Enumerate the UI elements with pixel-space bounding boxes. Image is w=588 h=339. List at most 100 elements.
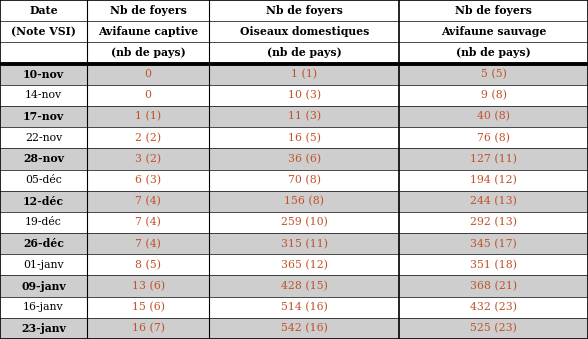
Bar <box>399 106 588 127</box>
Text: 127 (11): 127 (11) <box>470 154 517 164</box>
Bar <box>0 191 87 212</box>
Text: 16-janv: 16-janv <box>23 302 64 312</box>
Text: 194 (12): 194 (12) <box>470 175 517 185</box>
Bar <box>0 106 87 127</box>
Text: Date: Date <box>29 5 58 16</box>
Bar <box>399 64 588 85</box>
Text: 156 (8): 156 (8) <box>284 196 325 206</box>
Text: (nb de pays): (nb de pays) <box>456 47 531 58</box>
Bar <box>399 127 588 148</box>
Bar <box>87 170 209 191</box>
Text: Nb de foyers: Nb de foyers <box>455 5 532 16</box>
Text: 7 (4): 7 (4) <box>135 196 161 206</box>
Bar <box>209 275 399 297</box>
Text: 1 (1): 1 (1) <box>291 69 318 79</box>
Text: Avifaune sauvage: Avifaune sauvage <box>441 26 546 37</box>
Text: 514 (16): 514 (16) <box>281 302 328 312</box>
Text: 10-nov: 10-nov <box>23 69 64 80</box>
Bar <box>0 148 87 170</box>
Bar <box>0 21 87 42</box>
Text: 40 (8): 40 (8) <box>477 112 510 122</box>
Text: 292 (13): 292 (13) <box>470 217 517 227</box>
Text: 8 (5): 8 (5) <box>135 260 161 270</box>
Bar <box>399 191 588 212</box>
Bar <box>87 85 209 106</box>
Text: 432 (23): 432 (23) <box>470 302 517 312</box>
Text: 259 (10): 259 (10) <box>281 217 328 227</box>
Text: 17-nov: 17-nov <box>23 111 64 122</box>
Bar <box>0 0 87 21</box>
Bar <box>0 233 87 254</box>
Bar <box>87 106 209 127</box>
Text: 22-nov: 22-nov <box>25 133 62 143</box>
Text: Nb de foyers: Nb de foyers <box>110 5 186 16</box>
Text: 3 (2): 3 (2) <box>135 154 161 164</box>
Bar <box>399 297 588 318</box>
Bar <box>87 21 209 42</box>
Bar <box>87 233 209 254</box>
Bar <box>399 148 588 170</box>
Bar <box>209 42 399 64</box>
Bar <box>399 21 588 42</box>
Text: 26-déc: 26-déc <box>23 238 64 249</box>
Text: (Note VSI): (Note VSI) <box>11 26 76 37</box>
Text: 6 (3): 6 (3) <box>135 175 161 185</box>
Text: 244 (13): 244 (13) <box>470 196 517 206</box>
Bar <box>209 233 399 254</box>
Bar <box>0 254 87 275</box>
Text: 05-déc: 05-déc <box>25 175 62 185</box>
Bar <box>209 127 399 148</box>
Text: Nb de foyers: Nb de foyers <box>266 5 343 16</box>
Bar <box>209 148 399 170</box>
Bar <box>209 64 399 85</box>
Bar <box>399 170 588 191</box>
Bar <box>87 254 209 275</box>
Bar <box>0 64 87 85</box>
Bar <box>209 0 399 21</box>
Bar <box>209 85 399 106</box>
Text: 315 (11): 315 (11) <box>281 239 328 249</box>
Bar <box>209 106 399 127</box>
Text: Oiseaux domestiques: Oiseaux domestiques <box>239 26 369 37</box>
Bar <box>399 318 588 339</box>
Text: Avifaune captive: Avifaune captive <box>98 26 198 37</box>
Bar <box>209 318 399 339</box>
Bar <box>399 275 588 297</box>
Bar <box>87 191 209 212</box>
Bar <box>87 127 209 148</box>
Bar <box>87 212 209 233</box>
Text: (nb de pays): (nb de pays) <box>111 47 186 58</box>
Text: 12-déc: 12-déc <box>23 196 64 207</box>
Text: 0: 0 <box>145 91 152 100</box>
Text: 01-janv: 01-janv <box>23 260 64 270</box>
Bar <box>209 21 399 42</box>
Bar <box>209 170 399 191</box>
Text: 15 (6): 15 (6) <box>132 302 165 312</box>
Text: 2 (2): 2 (2) <box>135 133 161 143</box>
Bar <box>209 297 399 318</box>
Bar <box>0 170 87 191</box>
Text: 345 (17): 345 (17) <box>470 239 517 249</box>
Text: 428 (15): 428 (15) <box>281 281 328 291</box>
Text: 28-nov: 28-nov <box>23 154 64 164</box>
Bar <box>87 275 209 297</box>
Bar <box>399 42 588 64</box>
Bar <box>399 85 588 106</box>
Bar <box>399 212 588 233</box>
Bar <box>0 85 87 106</box>
Text: 9 (8): 9 (8) <box>480 90 507 100</box>
Bar <box>87 42 209 64</box>
Text: 11 (3): 11 (3) <box>288 112 321 122</box>
Bar <box>87 318 209 339</box>
Text: 7 (4): 7 (4) <box>135 217 161 227</box>
Bar <box>209 191 399 212</box>
Bar <box>0 297 87 318</box>
Text: 525 (23): 525 (23) <box>470 323 517 334</box>
Bar <box>87 148 209 170</box>
Text: 23-janv: 23-janv <box>21 323 66 334</box>
Bar <box>209 254 399 275</box>
Bar <box>0 318 87 339</box>
Bar <box>399 254 588 275</box>
Text: 19-déc: 19-déc <box>25 218 62 227</box>
Bar <box>0 42 87 64</box>
